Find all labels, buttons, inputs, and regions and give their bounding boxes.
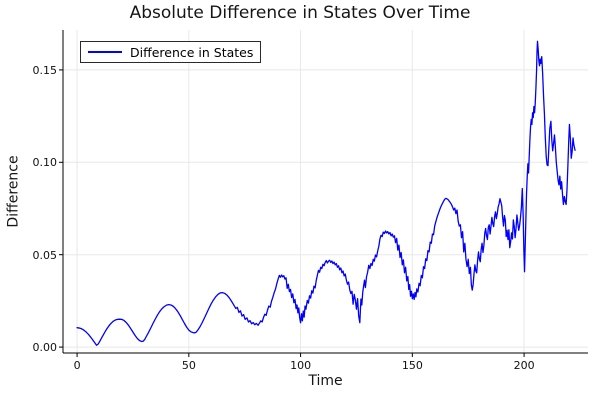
legend-box: Difference in States — [80, 41, 262, 63]
x-tick-label: 150 — [401, 359, 423, 372]
legend-line-swatch — [88, 51, 122, 53]
y-tick-label: 0.00 — [32, 341, 58, 355]
x-tick-label: 0 — [73, 359, 81, 372]
difference-series-line — [76, 40, 576, 346]
x-tick-label: 100 — [290, 359, 312, 372]
y-tick-label: 0.05 — [32, 248, 58, 262]
chart-title: Absolute Difference in States Over Time — [129, 3, 471, 23]
x-tick-label: 50 — [181, 359, 196, 372]
x-tick-label: 200 — [513, 359, 535, 372]
x-axis-label: Time — [308, 373, 343, 389]
legend-entry-label: Difference in States — [130, 44, 254, 60]
y-tick-label: 0.10 — [32, 156, 58, 170]
y-tick-label: 0.15 — [32, 63, 58, 77]
